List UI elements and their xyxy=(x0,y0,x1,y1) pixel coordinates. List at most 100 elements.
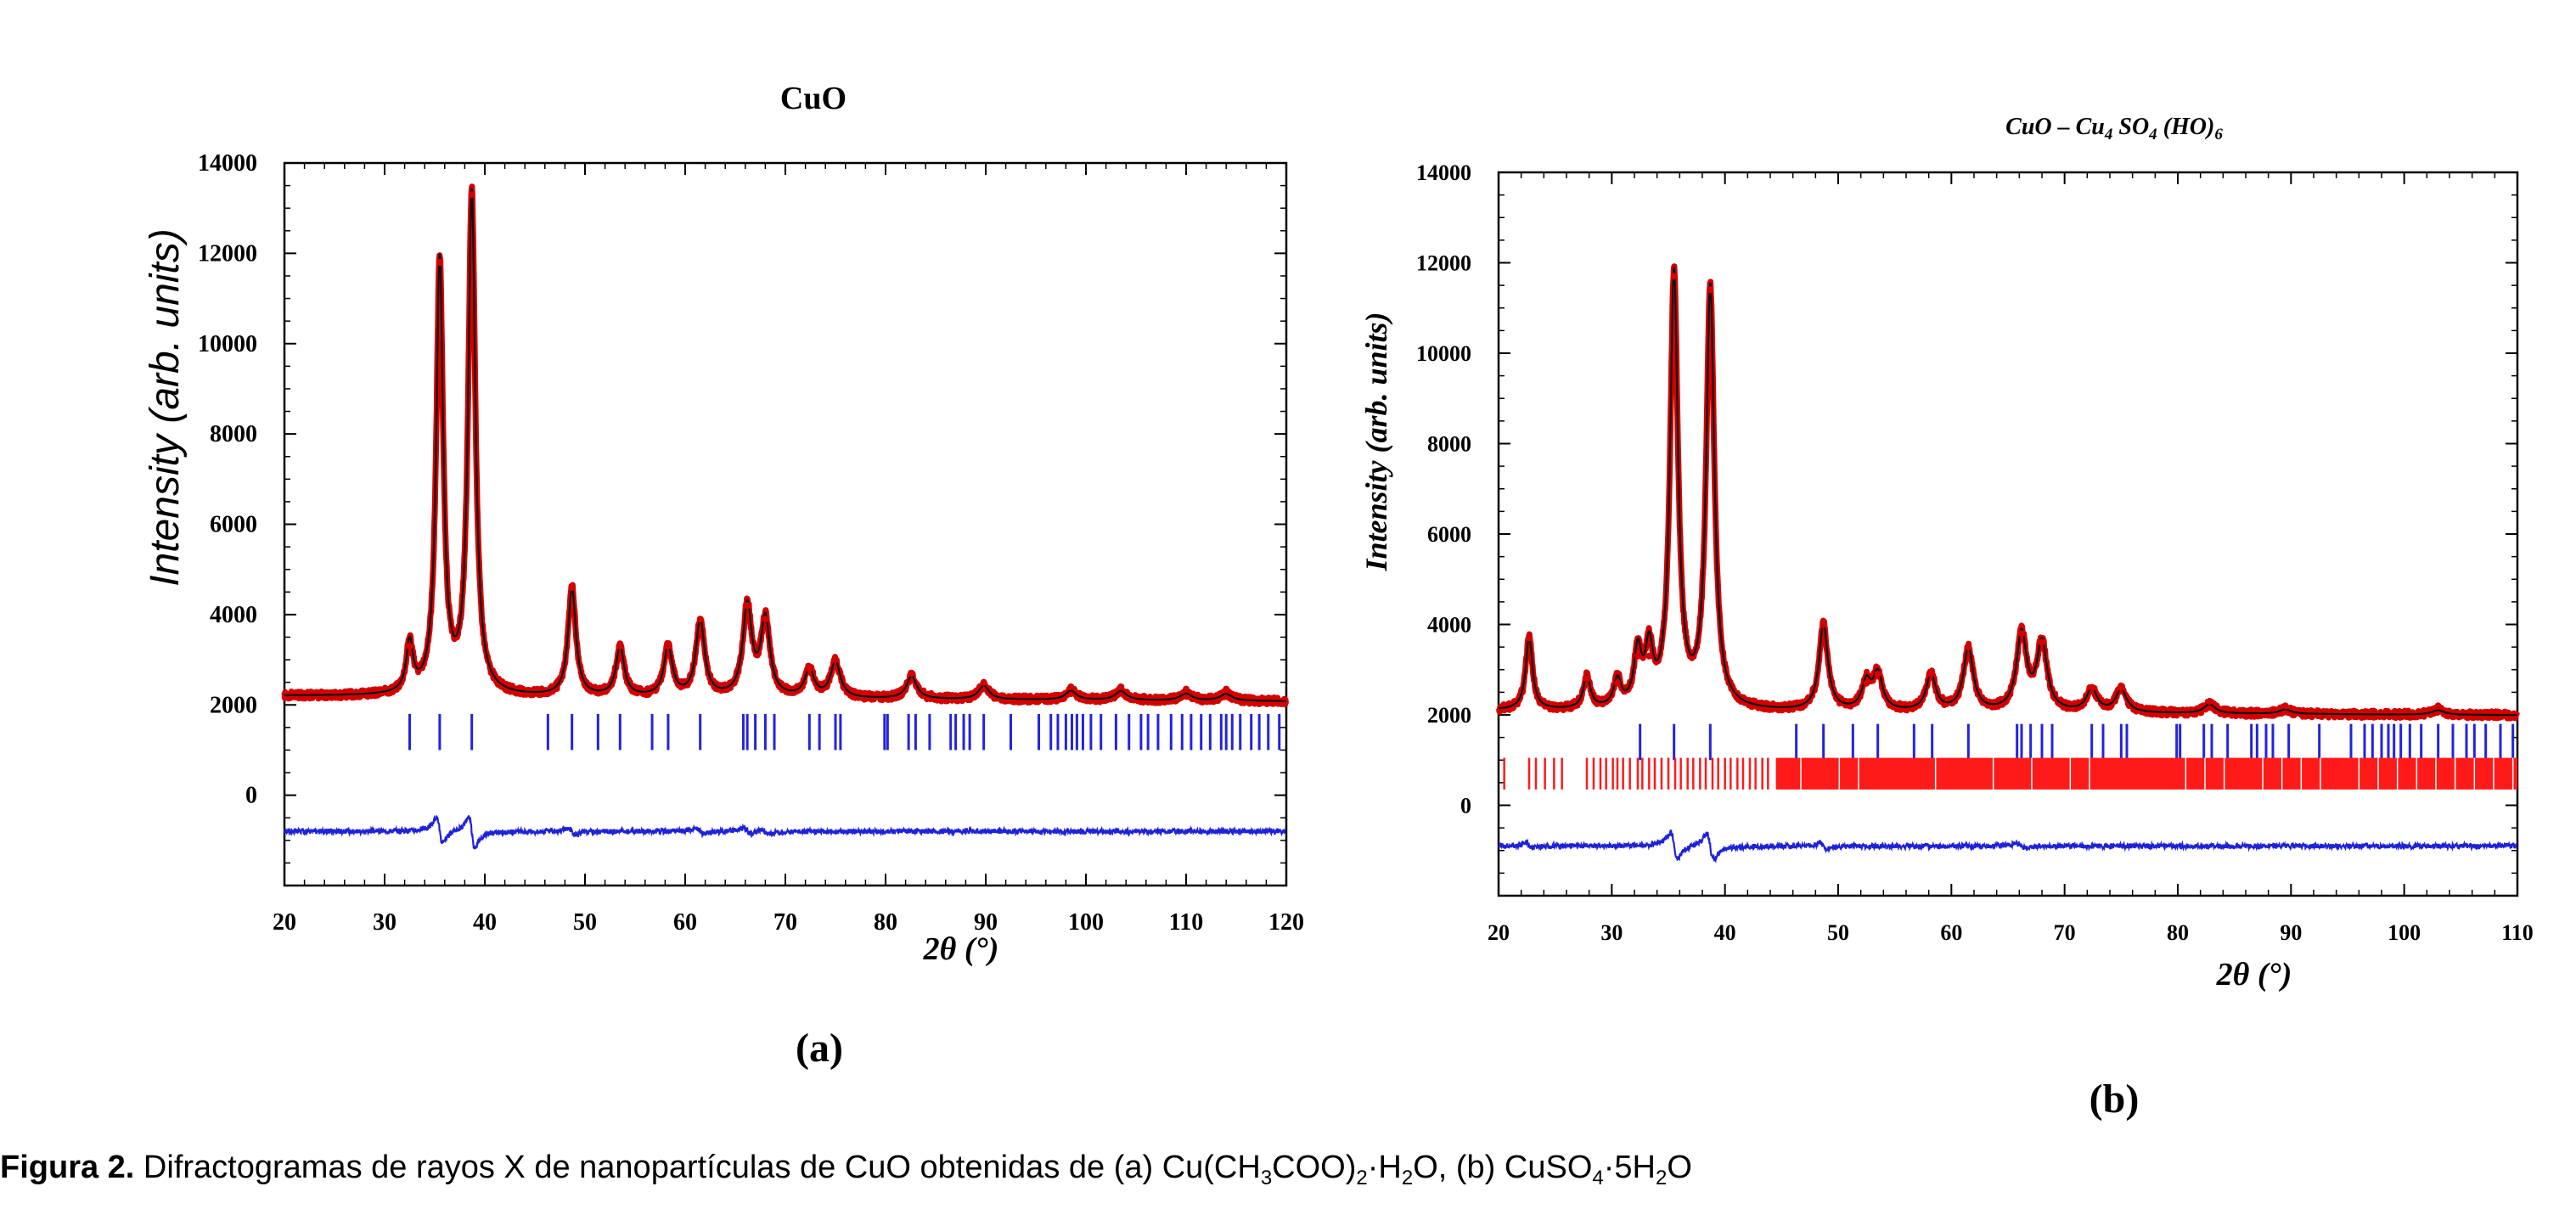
chart-b-y-tick-label: 6000 xyxy=(1427,522,1471,547)
chart-a-calculated-series xyxy=(284,187,1286,702)
chart-b-peak-point xyxy=(1965,644,1972,651)
chart-b-peak-point xyxy=(2118,684,2125,692)
chart-b-peak-point xyxy=(1863,679,1870,687)
chart-b-x-tick-label: 20 xyxy=(1488,920,1510,945)
chart-a-peak-point xyxy=(406,643,413,650)
chart-b-peak-point xyxy=(2088,684,2095,692)
chart-b-peak-point xyxy=(2018,630,2025,638)
chart-b-peak-point xyxy=(2206,698,2213,706)
chart-a-peak-point xyxy=(1223,685,1230,693)
chart-b-peak-point xyxy=(1820,621,1827,628)
chart-b-plot: 20 30 40 50 60 70 80 90 100 110 0 2000 4000 6000 8000 1… xyxy=(1416,160,2534,945)
chart-b-peak-point xyxy=(1526,634,1533,642)
chart-b-title: CuO – Cu4 SO4 (HO)6 xyxy=(2005,114,2223,143)
chart-a-peak-point xyxy=(696,616,704,623)
chart-b-peak-point xyxy=(1670,273,1678,280)
chart-a-x-tick-label: 60 xyxy=(673,909,697,936)
chart-a-y-tick-label: 8000 xyxy=(210,421,257,447)
chart-a-x-tick-label: 70 xyxy=(773,909,797,936)
chart-b-peak-point xyxy=(1707,286,1714,294)
caption-text: ·H xyxy=(1367,1150,1402,1185)
chart-a-peak-point xyxy=(1117,683,1125,690)
chart-a-peak-point xyxy=(762,616,769,623)
chart-a-x-tick-label: 110 xyxy=(1169,909,1203,936)
chart-b-peak-point xyxy=(2039,638,2045,646)
chart-b-y-tick-label: 0 xyxy=(1460,794,1471,818)
panel-b: CuO – Cu4 SO4 (HO)6 Intensity (arb. unit… xyxy=(1359,114,2534,1122)
chart-a-title: CuO xyxy=(780,81,846,116)
chart-a-panel-label: (a) xyxy=(796,1026,843,1071)
chart-b-x-tick-label: 80 xyxy=(2167,920,2189,945)
chart-b-x-tick-label: 70 xyxy=(2054,920,2076,945)
chart-a-peak-point xyxy=(616,643,624,650)
chart-b-x-tick-label: 40 xyxy=(1714,920,1736,945)
chart-a-x-tick-label: 50 xyxy=(573,909,597,936)
chart-a-peak-point xyxy=(980,678,987,686)
caption-label: Figura 2. xyxy=(0,1150,135,1185)
chart-b-calculated-series xyxy=(1499,266,2517,717)
chart-b-difference-series xyxy=(1498,829,2517,864)
chart-a-x-tick-label: 120 xyxy=(1268,909,1304,936)
panel-a: CuO Intensity (arb. units) 2θ (°) (a) 20… xyxy=(143,81,1304,1071)
chart-a-xlabel: 2θ (°) xyxy=(923,931,999,967)
chart-a-y-tick-label: 4000 xyxy=(210,602,257,628)
chart-b-peak-point xyxy=(1645,652,1653,660)
chart-a-y-tick-label: 6000 xyxy=(210,512,257,538)
chart-b-xlabel: 2θ (°) xyxy=(2216,957,2292,993)
chart-b-peak-point xyxy=(1614,679,1621,687)
chart-a-x-tick-label: 40 xyxy=(473,909,497,936)
chart-a-peak-point xyxy=(806,665,813,672)
chart-b-y-tick-label: 12000 xyxy=(1416,251,1471,276)
chart-b-panel-label: (b) xyxy=(2089,1077,2140,1122)
chart-b-y-tick-label: 2000 xyxy=(1427,703,1471,728)
chart-a-x-tick-label: 90 xyxy=(974,909,998,936)
chart-a-peak-point xyxy=(664,643,672,650)
chart-a-y-tick-label: 2000 xyxy=(210,692,257,718)
chart-b-peak-point xyxy=(1634,652,1641,660)
chart-b-peak-point xyxy=(1927,671,1935,678)
chart-a-x-tick-label: 80 xyxy=(874,909,897,936)
caption-sub: 3 xyxy=(1260,1167,1273,1189)
chart-a-peak-point xyxy=(832,656,839,664)
chart-a-peak-point xyxy=(1067,683,1075,690)
chart-b-peak-point xyxy=(1583,675,1590,683)
chart-a-peak-point xyxy=(1183,685,1190,693)
chart-a-x-tick-label: 30 xyxy=(373,909,397,936)
chart-a-peak-point xyxy=(568,583,576,591)
chart-b-bragg-band-sulfate xyxy=(1775,757,2517,790)
figure: CuO Intensity (arb. units) 2θ (°) (a) 20… xyxy=(143,81,2534,1122)
chart-b-x-tick-label: 110 xyxy=(2501,920,2534,945)
chart-a-y-tick-label: 14000 xyxy=(198,150,257,177)
chart-a-peak-point xyxy=(744,602,751,610)
chart-b-peak-point xyxy=(1874,671,1881,678)
caption-text: ·5H xyxy=(1603,1150,1656,1185)
chart-b-peak-point xyxy=(2434,702,2442,710)
caption-sub: 2 xyxy=(1401,1167,1414,1189)
chart-a-peak-point xyxy=(436,259,443,267)
chart-a-ylabel: Intensity (arb. units) xyxy=(143,228,188,587)
chart-a-y-tick-label: 0 xyxy=(245,783,257,809)
caption-sub: 2 xyxy=(1655,1167,1668,1189)
chart-b-x-tick-label: 60 xyxy=(1940,920,1962,945)
chart-a-y-tick-label: 12000 xyxy=(198,240,257,267)
chart-b-x-tick-label: 100 xyxy=(2388,920,2421,945)
chart-a-x-tick-label: 20 xyxy=(273,909,296,936)
chart-b-y-tick-label: 4000 xyxy=(1427,613,1471,638)
chart-a-difference-series xyxy=(283,814,1286,850)
chart-b-x-tick-label: 30 xyxy=(1600,920,1623,945)
chart-a-observed-series xyxy=(281,183,1289,708)
caption-text: O xyxy=(1667,1150,1692,1185)
chart-b-y-tick-label: 14000 xyxy=(1416,160,1471,185)
caption-text: Difractogramas de rayos X de nanopartícu… xyxy=(134,1150,1261,1185)
chart-b-peak-point xyxy=(2281,702,2289,710)
chart-a-peak-point xyxy=(468,191,475,199)
chart-b-y-tick-label: 10000 xyxy=(1416,341,1471,366)
chart-b-observed-series xyxy=(1496,263,2520,722)
chart-a-x-tick-label: 100 xyxy=(1068,909,1104,936)
chart-a-y-tick-label: 10000 xyxy=(198,331,257,357)
chart-b-y-tick-label: 8000 xyxy=(1427,432,1471,457)
caption-sub: 2 xyxy=(1356,1167,1368,1189)
caption-sub: 4 xyxy=(1592,1167,1604,1189)
caption-text: COO) xyxy=(1272,1150,1357,1185)
chart-b-ylabel: Intensity (arb. units) xyxy=(1359,312,1393,571)
